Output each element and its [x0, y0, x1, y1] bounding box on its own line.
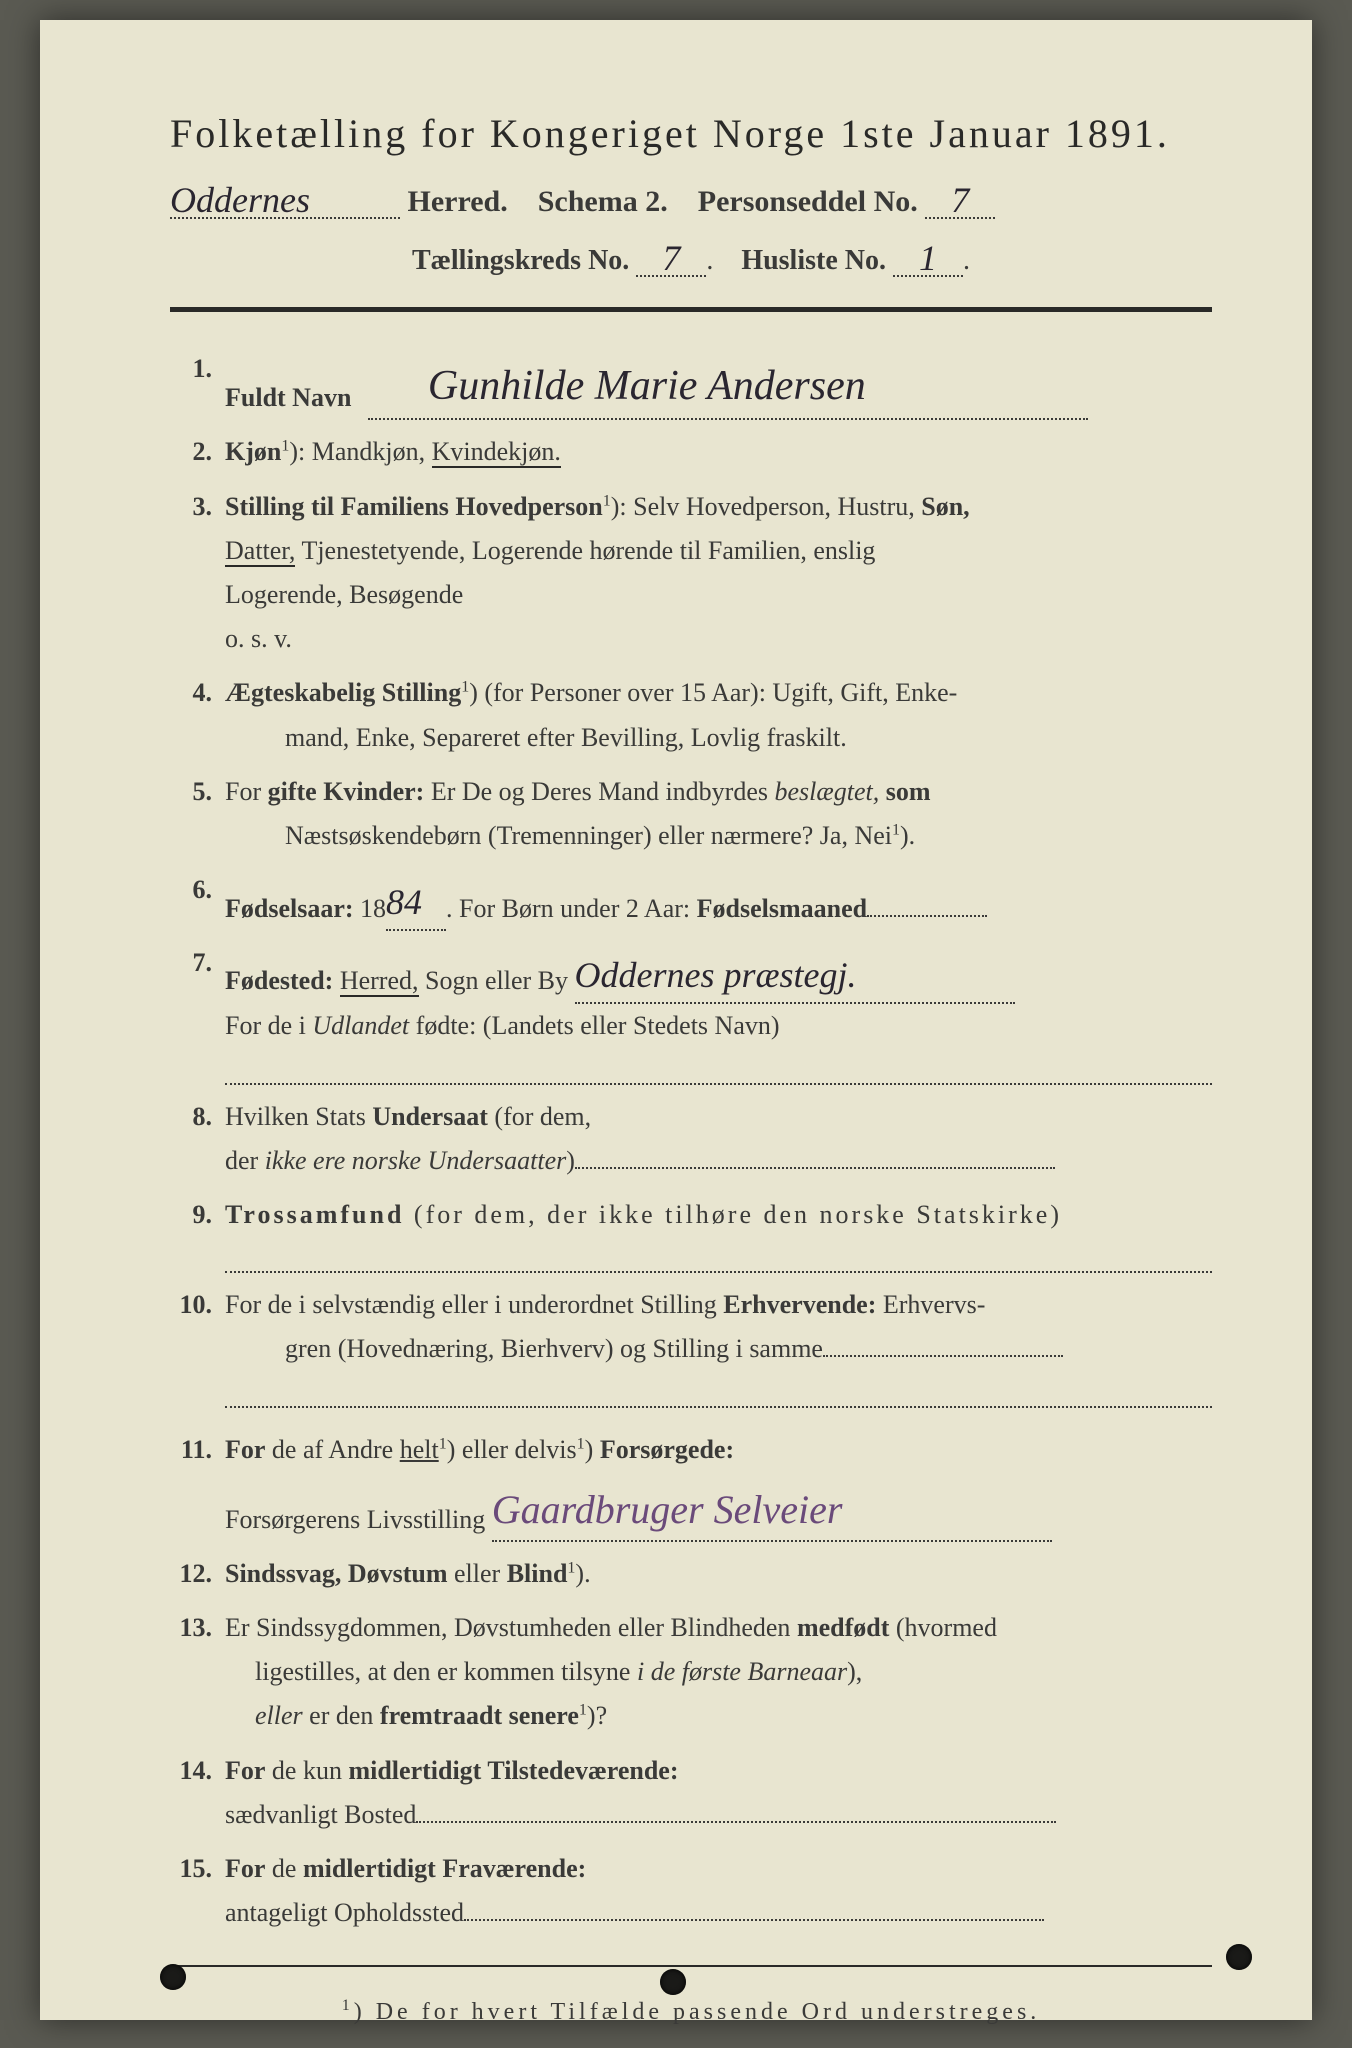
- item-num-15: 15.: [170, 1847, 212, 1891]
- item-11: 11. For de af Andre helt1) eller delvis1…: [225, 1428, 1212, 1542]
- item-num-6: 6.: [170, 868, 212, 912]
- item-8: 8. Hvilken Stats Undersaat (for dem, der…: [225, 1095, 1212, 1183]
- item-num-3: 3.: [170, 485, 212, 529]
- item-13-label: medfødt: [797, 1613, 889, 1642]
- header-line-2: Oddernes Herred. Schema 2. Personseddel …: [170, 175, 1212, 219]
- header-line-3: Tællingskreds No. 7 . Husliste No. 1 .: [170, 233, 1212, 277]
- item-2: 2. Kjøn1): Mandkjøn, Kvindekjøn.: [225, 430, 1212, 474]
- item-num-8: 8.: [170, 1095, 212, 1139]
- item-6-label: Fødselsaar:: [225, 894, 354, 923]
- personseddel-label: Personseddel No.: [698, 185, 918, 218]
- full-name-value: Gunhilde Marie Andersen: [428, 363, 866, 409]
- item-num-2: 2.: [170, 430, 212, 474]
- item-7: 7. Fødested: Herred, Sogn eller By Odder…: [225, 941, 1212, 1084]
- item-13: 13. Er Sindssygdommen, Døvstumheden elle…: [225, 1606, 1212, 1739]
- item-num-13: 13.: [170, 1606, 212, 1650]
- item-5-label: gifte Kvinder:: [268, 777, 425, 806]
- item-num-4: 4.: [170, 671, 212, 715]
- item-9: 9. Trossamfund (for dem, der ikke tilhør…: [225, 1193, 1212, 1273]
- divider-bottom: [170, 1965, 1212, 1967]
- item-num-10: 10.: [170, 1283, 212, 1327]
- husliste-label: Husliste No.: [741, 245, 886, 276]
- item-11-label: Forsørgede:: [600, 1435, 734, 1464]
- item-num-12: 12.: [170, 1552, 212, 1596]
- schema-label: Schema 2.: [538, 185, 668, 218]
- item-num-5: 5.: [170, 770, 212, 814]
- herred-underlined: Herred,: [340, 966, 419, 997]
- item-9-label: Trossamfund: [225, 1200, 404, 1229]
- item-6: 6. Fødselsaar: 1884. For Børn under 2 Aa…: [225, 868, 1212, 931]
- page-title: Folketælling for Kongeriget Norge 1ste J…: [170, 110, 1212, 157]
- divider-top: [170, 307, 1212, 312]
- item-num-1: 1.: [170, 347, 212, 391]
- item-15-label: midlertidigt Fraværende:: [303, 1854, 586, 1883]
- item-10: 10. For de i selvstændig eller i underor…: [225, 1283, 1212, 1407]
- birth-year-value: 84: [386, 882, 422, 922]
- birthplace-value: Oddernes præstegj.: [575, 955, 857, 995]
- personseddel-value: 7: [951, 180, 969, 220]
- item-3-label: Stilling til Familiens Hovedperson: [225, 492, 603, 521]
- provider-occupation-value: Gaardbruger Selveier: [492, 1487, 843, 1532]
- item-12-label: Sindssvag, Døvstum: [225, 1559, 448, 1588]
- item-8-label: Undersaat: [372, 1102, 488, 1131]
- kreds-label: Tællingskreds No.: [412, 245, 629, 276]
- punch-hole-icon: [1226, 1944, 1252, 1970]
- item-4: 4. Ægteskabelig Stilling1) (for Personer…: [225, 671, 1212, 759]
- item-num-9: 9.: [170, 1193, 212, 1237]
- item-4-label: Ægteskabelig Stilling: [225, 678, 461, 707]
- item-3: 3. Stilling til Familiens Hovedperson1):…: [225, 485, 1212, 662]
- kvindekjon: Kvindekjøn.: [432, 437, 561, 468]
- item-10-label: Erhvervende:: [723, 1290, 876, 1319]
- datter: Datter,: [225, 536, 295, 567]
- herred-label: Herred.: [408, 185, 508, 218]
- herred-value: Oddernes: [170, 180, 310, 220]
- item-1: 1. Fuldt Navn Gunhilde Marie Andersen: [225, 347, 1212, 420]
- punch-hole-icon: [160, 1964, 186, 1990]
- footnote: 1) De for hvert Tilfælde passende Ord un…: [170, 1997, 1212, 2026]
- item-12: 12. Sindssvag, Døvstum eller Blind1).: [225, 1552, 1212, 1596]
- item-14: 14. For de kun midlertidigt Tilstedevære…: [225, 1749, 1212, 1837]
- kreds-value: 7: [662, 238, 680, 278]
- item-5: 5. For gifte Kvinder: Er De og Deres Man…: [225, 770, 1212, 858]
- husliste-value: 1: [919, 238, 937, 278]
- item-2-label: Kjøn: [225, 437, 281, 466]
- item-14-label: midlertidigt Tilstedeværende:: [348, 1756, 678, 1785]
- item-num-11: 11.: [170, 1428, 212, 1472]
- item-1-label: Fuldt Navn: [225, 383, 351, 412]
- item-15: 15. For de midlertidigt Fraværende: anta…: [225, 1847, 1212, 1935]
- census-form-page: Folketælling for Kongeriget Norge 1ste J…: [40, 20, 1312, 2020]
- item-num-7: 7.: [170, 941, 212, 985]
- item-num-14: 14.: [170, 1749, 212, 1793]
- item-7-label: Fødested:: [225, 966, 333, 995]
- punch-hole-icon: [660, 1969, 686, 1995]
- form-body: 1. Fuldt Navn Gunhilde Marie Andersen 2.…: [170, 347, 1212, 1935]
